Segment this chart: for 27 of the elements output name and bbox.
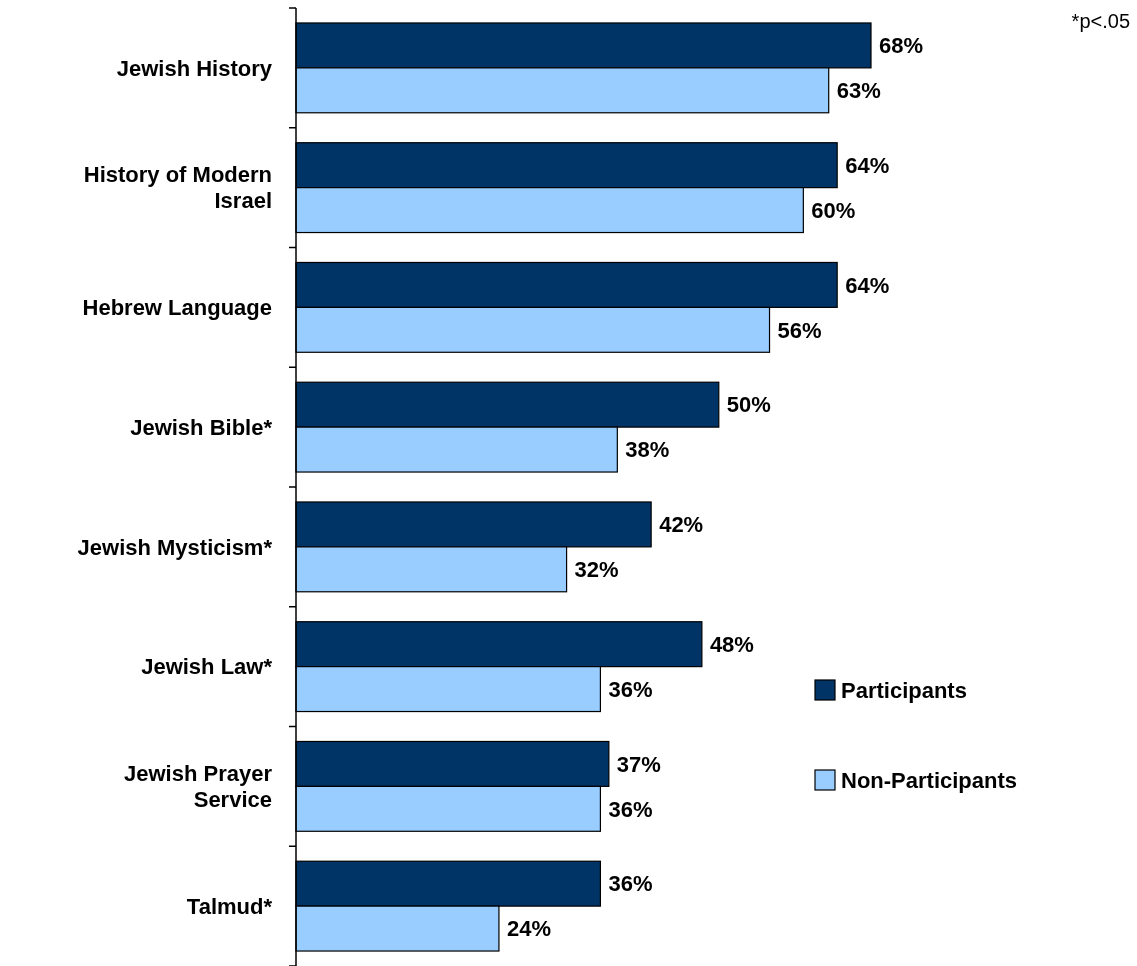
y-tick-label: Hebrew Language — [82, 295, 272, 321]
data-label: 64% — [845, 272, 890, 298]
data-label: 63% — [836, 78, 881, 104]
y-tick-label: Jewish History — [116, 55, 273, 81]
data-label: 50% — [726, 392, 771, 418]
data-label: 24% — [506, 916, 551, 942]
data-label: 68% — [879, 33, 924, 59]
data-label: 36% — [608, 676, 653, 702]
y-tick-label: Jewish Bible* — [130, 414, 273, 440]
y-tick-label: History of Modern Israel — [83, 162, 272, 214]
legend-label: Non-Participants — [841, 767, 1018, 793]
data-label: 36% — [608, 796, 653, 822]
data-label: 48% — [709, 631, 754, 657]
y-tick-label: Jewish Prayer Service — [124, 761, 273, 813]
data-label: 56% — [777, 317, 822, 343]
data-label: 60% — [811, 197, 856, 223]
data-label: 64% — [845, 152, 890, 178]
data-label: 38% — [625, 437, 670, 463]
data-label: 36% — [608, 871, 653, 897]
y-tick-label: Talmud* — [186, 893, 273, 919]
y-tick-label: Jewish Mysticism* — [77, 534, 273, 560]
text: *p<.05 — [1071, 10, 1130, 32]
data-label: 42% — [659, 512, 704, 538]
legend-label: Participants — [841, 677, 967, 703]
y-tick-label: Jewish Law* — [141, 654, 273, 680]
data-label: 32% — [574, 557, 619, 583]
data-label: 37% — [616, 751, 661, 777]
